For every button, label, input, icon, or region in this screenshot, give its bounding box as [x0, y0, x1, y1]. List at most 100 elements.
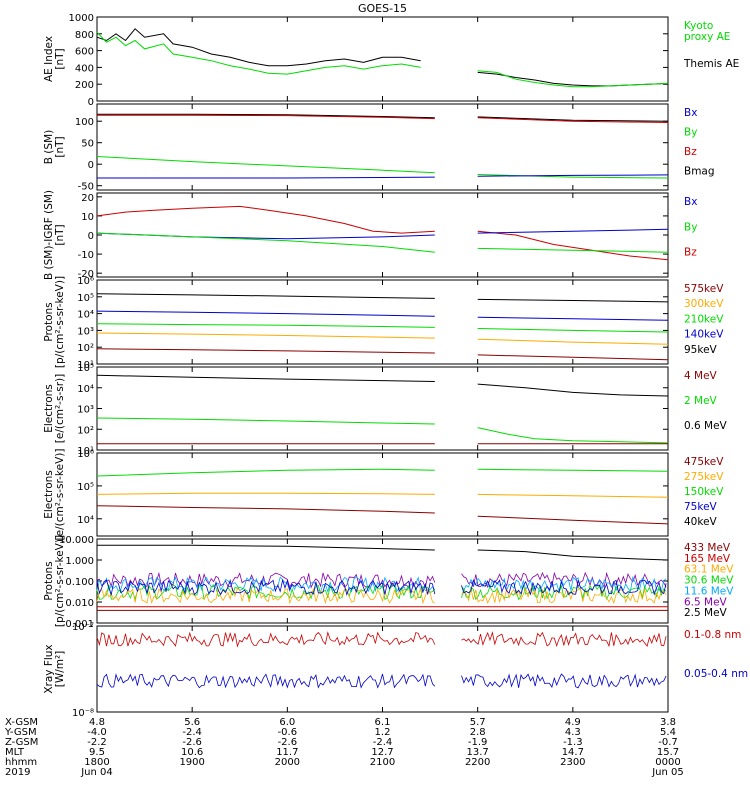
y-tick-label: 1000 [69, 13, 94, 24]
legend-entry: By [684, 127, 697, 139]
y-tick-label: 10¹ [77, 360, 94, 371]
series-bx [96, 228, 669, 240]
x-tick-value: 12.7 [371, 747, 393, 758]
x-tick-value: 2200 [465, 757, 490, 768]
legend-entry: 140keV [684, 329, 724, 341]
panel-frame [96, 16, 669, 102]
series-0-1-0-8-nm [96, 631, 667, 648]
y-axis-label: AE Index [43, 36, 55, 82]
series-140kev [96, 310, 669, 321]
y-tick-label: 50 [81, 139, 94, 150]
legend-entry: 150keV [684, 486, 724, 498]
x-tick-value: 4.3 [565, 727, 581, 738]
x-tick-value: 10.6 [181, 747, 203, 758]
series-6-5-mev [96, 571, 667, 589]
y-tick-label: 400 [75, 63, 94, 74]
y-axis-label: B (SM)-IGRF (SM) [43, 190, 55, 280]
x-tick-value: -0.7 [658, 737, 678, 748]
series-blue [96, 578, 667, 597]
x-tick-value: 1.2 [375, 727, 391, 738]
x-tick-value: 4.8 [89, 717, 105, 728]
y-tick-label: 10⁶ [77, 276, 94, 287]
y-tick-label: 10⁵ [77, 363, 94, 374]
x-tick-value: -0.6 [278, 727, 298, 738]
y-tick-label: 10³ [77, 405, 94, 416]
y-tick-label: 0 [88, 231, 94, 242]
legend-entry: 95keV [684, 344, 718, 356]
panel-frame [96, 366, 669, 451]
y-axis-label: [nT] [54, 48, 66, 69]
x-tick-value: Jun 04 [80, 767, 113, 778]
x-tick-value: 1900 [179, 757, 204, 768]
y-tick-label: 10² [77, 343, 94, 354]
x-tick-value: 5.4 [660, 727, 676, 738]
legend-entry: 30.6 MeV [684, 575, 734, 587]
legend-entry: 2.5 MeV [684, 607, 728, 619]
x-tick-value: 4.9 [565, 717, 581, 728]
series-bz [96, 205, 669, 261]
x-tick-value: 2300 [560, 757, 585, 768]
x-tick-value: 11.7 [276, 747, 298, 758]
legend-entry: 0.1-0.8 nm [684, 629, 741, 641]
panel-frame [96, 192, 669, 278]
y-axis-label: [e/(cm²-s-sr)] [54, 374, 66, 443]
x-row-label: X-GSM [5, 717, 38, 728]
legend-entry: 4 MeV [684, 370, 718, 382]
y-tick-label: 0.010 [65, 598, 94, 609]
panel-5: 10¹ 10² 10³ 10⁴ 10⁵ Electrons [e/(cm²-s-sr)] 4 … [43, 363, 728, 457]
y-tick-label: 10⁻⁷ [72, 622, 94, 633]
y-tick-label: 10⁵ [77, 293, 94, 304]
x-tick-value: 3.8 [660, 717, 676, 728]
y-tick-label: 10⁶ [77, 449, 94, 460]
y-tick-label: 10⁵ [77, 482, 94, 493]
series-bmag [97, 113, 669, 122]
legend-entry: Bx [684, 107, 697, 119]
series-0-6-mev [96, 374, 669, 397]
x-tick-value: -2.2 [87, 737, 107, 748]
x-tick-value: 2000 [275, 757, 300, 768]
y-tick-label: 10⁴ [77, 384, 94, 395]
y-axis-label: [nT] [54, 224, 66, 245]
panel-3: -20 -10 0 10 20 B (SM)-IGRF (SM) [nT] Bx By Bz [43, 190, 697, 280]
y-tick-label: 0 [88, 160, 94, 171]
legend-entry: 275keV [684, 471, 724, 483]
chart-title: GOES-15 [358, 2, 407, 15]
panel-4: 10¹ 10² 10³ 10⁴ 10⁵ 10⁶ Protons [p/(cm²-s-sr-ke… [43, 276, 724, 371]
panel-6: 10⁴ 10⁵ 10⁶ Electrons [e/(cm²-s-sr-keV)] 475k… [43, 449, 724, 541]
y-tick-label: 10⁻⁸ [72, 708, 94, 719]
y-tick-label: 0.001 [65, 619, 94, 630]
x-tick-value: -2.4 [373, 737, 393, 748]
y-axis-label: [e/(cm²-s-sr-keV)] [54, 449, 66, 541]
y-axis-label: Electrons [43, 470, 55, 519]
series-150kev [96, 468, 669, 477]
x-tick-value: 9.5 [89, 747, 105, 758]
legend-entry: Bz [684, 247, 697, 259]
x-tick-value: -2.6 [278, 737, 298, 748]
panel-frame [96, 279, 669, 365]
legend-entry: 475keV [684, 456, 724, 468]
legend-entry: Kyoto [684, 20, 713, 32]
series-2-mev [96, 417, 669, 444]
panel-frame [96, 452, 669, 537]
y-tick-label: 0 [88, 97, 94, 108]
legend-entry: 75keV [684, 501, 718, 513]
series-by [96, 232, 669, 253]
x-tick-value: -1.3 [563, 737, 583, 748]
x-row-label: hhmm [5, 757, 37, 768]
y-axis-label: [p/(cm²-s-sr-keV)] [54, 276, 66, 368]
series-575kev [96, 348, 669, 361]
x-tick-value: 2.8 [470, 727, 486, 738]
y-tick-label: 20 [81, 193, 94, 204]
y-axis-label: Protons [43, 561, 55, 600]
series-by [96, 156, 669, 179]
legend-entry: 63.1 MeV [684, 564, 734, 576]
y-tick-label: 10² [77, 425, 94, 436]
y-tick-label: 10⁴ [77, 515, 94, 526]
x-tick-value: 1800 [84, 757, 109, 768]
y-axis-label: [W/m²] [54, 651, 66, 688]
legend-entry: 11.6 MeV [684, 585, 734, 597]
legend-entry: 575keV [684, 283, 724, 295]
panel-2: -50 0 50 100 B (SM) [nT] Bx By Bz Bmag [43, 103, 715, 193]
